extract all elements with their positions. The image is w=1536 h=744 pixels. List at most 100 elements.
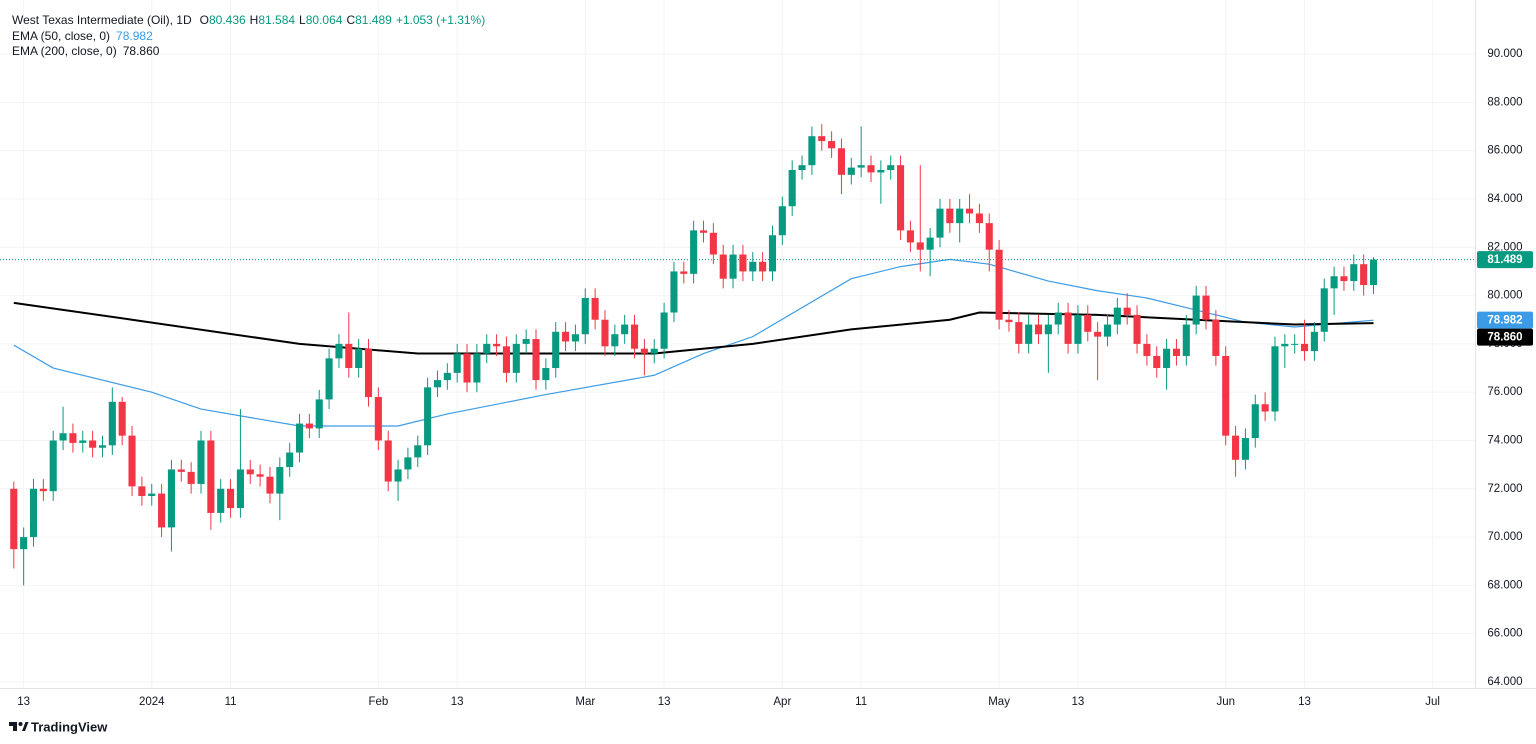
candle-body [719, 254, 727, 279]
legend-entry: EMA (200, close, 0) [12, 44, 117, 58]
candle-body [965, 208, 974, 214]
candle-body [463, 353, 471, 383]
y-tick-label: 68.000 [1487, 579, 1522, 591]
candle-body [197, 440, 205, 484]
legend-ema200: EMA (200, close, 0) 78.860 [12, 44, 160, 58]
candle-body [1103, 324, 1112, 337]
x-tick-label: Mar [575, 696, 595, 708]
candle-body [1300, 343, 1309, 352]
candle-body [867, 165, 875, 173]
high-value: 81.584 [258, 13, 295, 27]
candle-body [325, 358, 333, 400]
candle-body [177, 469, 185, 472]
candle-body [650, 348, 658, 354]
candle-body [207, 440, 215, 513]
candle-body [591, 297, 599, 320]
candle-body [857, 165, 865, 168]
candle-body [936, 208, 944, 238]
legend-main: West Texas Intermediate (Oil), 1D O80.436… [12, 13, 485, 27]
x-tick-label: May [988, 696, 1010, 708]
candle-body [1172, 348, 1180, 356]
candle-body [138, 486, 146, 497]
grid [0, 0, 1475, 688]
candle-body [1281, 343, 1289, 347]
candle-body [926, 237, 934, 250]
candle-body [788, 170, 796, 207]
candle-body [916, 242, 924, 250]
candle-body [217, 488, 225, 513]
price-badge-label: 78.860 [1487, 332, 1522, 344]
candle-body [276, 467, 284, 494]
logo-shape [18, 722, 23, 726]
candle-body [985, 223, 993, 250]
candle-body [828, 141, 836, 149]
candle-body [1330, 276, 1338, 289]
candle-body [759, 261, 767, 272]
candle-body [493, 343, 501, 347]
candle-body [79, 440, 87, 443]
candle-body [364, 348, 373, 398]
low-value: 80.064 [306, 13, 343, 27]
candle-body [660, 312, 668, 349]
candle-body [1113, 307, 1121, 325]
candle-body [630, 324, 639, 349]
x-tick-label: 11 [855, 696, 867, 708]
y-tick-label: 80.000 [1487, 290, 1522, 302]
x-tick-label: Feb [368, 696, 388, 708]
candle-body [1074, 314, 1082, 344]
candle-body [1025, 324, 1033, 344]
candle-body [1232, 435, 1240, 460]
candle-body [1034, 324, 1043, 335]
candle-body [1202, 295, 1210, 320]
candle-body [345, 343, 353, 369]
candle-body [404, 457, 412, 470]
y-tick-label: 76.000 [1487, 386, 1522, 398]
candle-body [897, 165, 905, 231]
candle-body [601, 319, 609, 347]
candle-body [443, 372, 451, 381]
candle-body [532, 339, 540, 381]
candle-body [562, 331, 570, 342]
candle-body [29, 488, 38, 538]
candle-body [1310, 331, 1318, 352]
legend-value: 78.982 [116, 29, 153, 43]
ema-line [13, 258, 1374, 427]
candle-body [906, 230, 914, 243]
candle-body [956, 208, 964, 224]
candle-body [522, 339, 530, 344]
candle-body [1182, 324, 1190, 356]
candle-body [542, 368, 550, 381]
candle-body [384, 440, 392, 482]
candle-body [414, 445, 422, 458]
candle-body [670, 271, 678, 313]
candle-body [394, 469, 402, 482]
candle-body [1360, 264, 1368, 286]
candle-body [59, 433, 67, 441]
change-value: +1.053 (+1.31%) [396, 13, 485, 27]
candle-body [1291, 343, 1299, 345]
candle-body [847, 167, 855, 175]
x-tick-label: Jun [1216, 696, 1235, 708]
close-letter: C [346, 13, 355, 27]
candle-body [837, 148, 845, 175]
candle-body [39, 488, 47, 492]
candle-body [1153, 355, 1161, 369]
candle-body [699, 230, 708, 233]
candle-body [1064, 312, 1072, 344]
candle-body [1133, 314, 1141, 344]
price-badge [1477, 328, 1533, 346]
candle-body [483, 343, 491, 354]
y-tick-label: 82.000 [1487, 241, 1522, 253]
x-tick-label: 13 [658, 696, 671, 708]
x-tick-label: 11 [225, 696, 237, 708]
candle-body [118, 401, 126, 436]
candle-body [1241, 438, 1249, 460]
candle-body [128, 435, 136, 487]
x-tick-label: 13 [1298, 696, 1311, 708]
candle-body [808, 136, 816, 166]
symbol-title: West Texas Intermediate (Oil), 1D [12, 13, 192, 27]
high-letter: H [250, 13, 259, 27]
y-tick-label: 84.000 [1487, 193, 1522, 205]
candle-body [739, 254, 747, 272]
